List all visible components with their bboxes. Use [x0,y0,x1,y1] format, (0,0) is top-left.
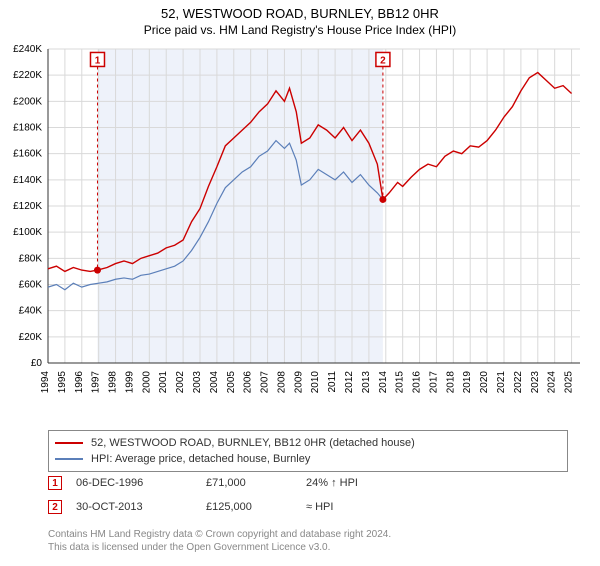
svg-text:2025: 2025 [564,371,575,394]
svg-text:2024: 2024 [547,371,558,394]
legend-label: 52, WESTWOOD ROAD, BURNLEY, BB12 0HR (de… [91,437,415,449]
svg-text:1997: 1997 [91,371,102,394]
line-chart: £0 £20K £40K £60K £80K £100K £120K £140K £160K £1… [0,41,600,421]
svg-text:£140K: £140K [13,175,42,186]
legend-swatch [55,442,83,444]
svg-text:£0: £0 [31,358,43,369]
footer-line1: Contains HM Land Registry data © Crown c… [48,528,568,541]
svg-text:2015: 2015 [395,371,406,394]
svg-text:1998: 1998 [108,371,119,394]
svg-text:1994: 1994 [40,371,51,394]
datapoint-price: £71,000 [206,477,306,489]
datapoint-date: 06-DEC-1996 [76,477,206,489]
legend-box: 52, WESTWOOD ROAD, BURNLEY, BB12 0HR (de… [48,430,568,472]
svg-text:2014: 2014 [378,371,389,394]
svg-text:2000: 2000 [141,371,152,394]
datapoint-hpi: 24% ↑ HPI [306,477,406,489]
legend-item-price-paid: 52, WESTWOOD ROAD, BURNLEY, BB12 0HR (de… [55,435,561,451]
svg-text:£160K: £160K [13,149,42,160]
container: 52, WESTWOOD ROAD, BURNLEY, BB12 0HR Pri… [0,6,600,566]
svg-text:£60K: £60K [19,280,43,291]
svg-text:2018: 2018 [445,371,456,394]
svg-text:2019: 2019 [462,371,473,394]
datapoint-price: £125,000 [206,501,306,513]
svg-text:£40K: £40K [19,306,43,317]
chart-title-address: 52, WESTWOOD ROAD, BURNLEY, BB12 0HR [0,6,600,21]
svg-text:2016: 2016 [412,371,423,394]
svg-text:2001: 2001 [158,371,169,394]
svg-text:£20K: £20K [19,332,43,343]
svg-text:1995: 1995 [57,371,68,394]
svg-text:£240K: £240K [13,44,42,55]
svg-text:2020: 2020 [479,371,490,394]
footer-line2: This data is licensed under the Open Gov… [48,541,568,554]
svg-text:£200K: £200K [13,96,42,107]
datapoint-row-2: 2 30-OCT-2013 £125,000 ≈ HPI [48,500,568,514]
svg-text:2003: 2003 [192,371,203,394]
svg-text:£180K: £180K [13,123,42,134]
svg-text:£120K: £120K [13,201,42,212]
svg-text:2008: 2008 [276,371,287,394]
svg-text:2009: 2009 [293,371,304,394]
svg-text:1996: 1996 [74,371,85,394]
svg-text:2012: 2012 [344,371,355,394]
datapoint-hpi: ≈ HPI [306,501,406,513]
svg-text:2023: 2023 [530,371,541,394]
svg-text:2022: 2022 [513,371,524,394]
svg-text:2017: 2017 [428,371,439,394]
legend-item-hpi: HPI: Average price, detached house, Burn… [55,451,561,467]
svg-text:2011: 2011 [327,371,338,393]
datapoint-row-1: 1 06-DEC-1996 £71,000 24% ↑ HPI [48,476,568,490]
svg-text:2021: 2021 [496,371,507,394]
svg-text:2004: 2004 [209,371,220,394]
svg-text:2002: 2002 [175,371,186,394]
datapoint-date: 30-OCT-2013 [76,501,206,513]
chart-subtitle: Price paid vs. HM Land Registry's House … [0,23,600,37]
legend-label: HPI: Average price, detached house, Burn… [91,453,310,465]
svg-text:1: 1 [95,55,101,66]
svg-text:1999: 1999 [124,371,135,394]
svg-text:2006: 2006 [243,371,254,394]
svg-text:£220K: £220K [13,70,42,81]
svg-text:£100K: £100K [13,227,42,238]
svg-text:2005: 2005 [226,371,237,394]
legend-swatch [55,458,83,460]
marker-badge-1: 1 [48,476,62,490]
svg-text:£80K: £80K [19,253,43,264]
footer-attribution: Contains HM Land Registry data © Crown c… [48,528,568,554]
svg-text:2010: 2010 [310,371,321,394]
svg-text:2007: 2007 [260,371,271,394]
svg-text:2013: 2013 [361,371,372,394]
svg-text:2: 2 [380,55,386,66]
chart-area: £0 £20K £40K £60K £80K £100K £120K £140K £160K £1… [0,41,600,421]
marker-badge-2: 2 [48,500,62,514]
